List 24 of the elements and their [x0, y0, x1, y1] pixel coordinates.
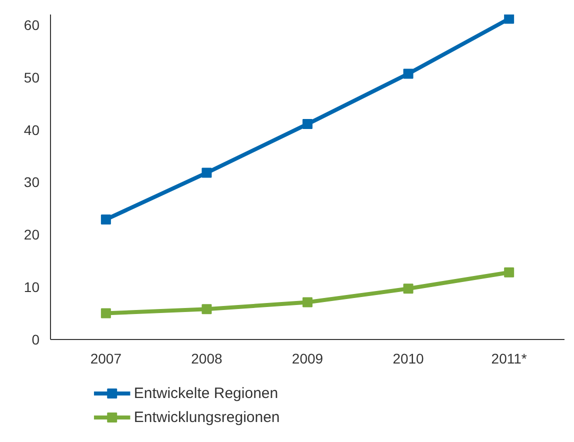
y-tick-label: 20 [24, 226, 40, 243]
point [100, 308, 111, 318]
x-tick-label: 2010 [392, 350, 424, 366]
point [403, 284, 414, 294]
y-tick-label: 40 [24, 122, 40, 138]
y-tick-label: 50 [24, 69, 40, 86]
y-tick-label: 60 [24, 16, 40, 33]
y-tick-label: 30 [24, 174, 40, 190]
point [302, 119, 312, 130]
point [202, 168, 212, 178]
point [302, 297, 312, 308]
point [100, 214, 111, 224]
x-tick-label: 2008 [191, 350, 222, 366]
x-tick-label: 2009 [292, 350, 324, 366]
point [504, 14, 514, 24]
legend-label: Entwicklungsregionen [134, 409, 280, 426]
point [202, 304, 212, 314]
y-tick-label: 10 [24, 279, 40, 296]
x-tick-label: 2011* [491, 350, 528, 366]
x-tick-label: 2007 [90, 350, 122, 366]
point [504, 267, 514, 278]
point [403, 68, 414, 79]
y-tick-label: 0 [32, 332, 40, 348]
legend-label: Entwickelte Regionen [134, 385, 278, 402]
